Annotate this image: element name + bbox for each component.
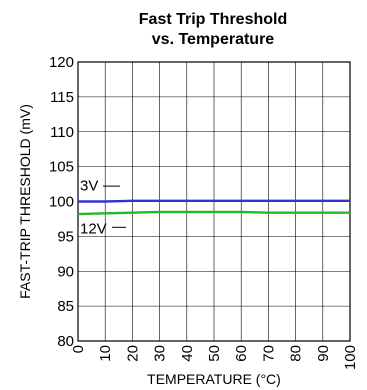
series-labels: 3V 12V bbox=[80, 177, 126, 238]
y-axis-title: FAST-TRIP THRESHOLD (mV) bbox=[17, 104, 33, 299]
x-axis-title: TEMPERATURE (°C) bbox=[147, 371, 281, 387]
series-line-12v bbox=[77, 210, 350, 216]
x-tick-label: 40 bbox=[179, 345, 196, 362]
x-axis-tick-labels: 0 10 20 30 40 50 60 70 80 90 100 bbox=[70, 345, 359, 370]
series-label-12v: 12V bbox=[80, 221, 107, 238]
x-tick-label: 50 bbox=[206, 345, 223, 362]
y-tick-label: 90 bbox=[57, 263, 74, 280]
x-tick-label: 80 bbox=[288, 345, 305, 362]
x-tick-label: 70 bbox=[260, 345, 277, 362]
x-tick-label: 30 bbox=[152, 345, 169, 362]
x-tick-label: 20 bbox=[124, 345, 141, 362]
y-tick-label: 100 bbox=[49, 194, 74, 211]
chart-title-line-2: vs. Temperature bbox=[151, 31, 275, 48]
x-tick-label: 90 bbox=[315, 345, 332, 362]
y-axis-tick-labels: 80 85 90 95 100 105 110 115 120 bbox=[49, 54, 74, 350]
series-line-3v bbox=[78, 199, 350, 203]
x-tick-label: 10 bbox=[97, 345, 114, 362]
y-tick-label: 95 bbox=[57, 228, 74, 245]
chart-title-line-1: Fast Trip Threshold bbox=[138, 11, 288, 28]
chart-title: Fast Trip Threshold vs. Temperature bbox=[78, 10, 348, 50]
x-tick-label: 0 bbox=[70, 345, 87, 353]
y-tick-label: 80 bbox=[57, 333, 74, 350]
x-tick-label: 100 bbox=[342, 345, 359, 370]
y-tick-label: 105 bbox=[49, 159, 74, 176]
series-label-3v: 3V bbox=[80, 177, 98, 194]
y-tick-label: 85 bbox=[57, 298, 74, 315]
y-tick-label: 110 bbox=[50, 124, 74, 141]
x-tick-label: 60 bbox=[233, 345, 250, 362]
y-tick-label: 115 bbox=[50, 89, 74, 106]
series-lines bbox=[77, 199, 350, 216]
y-tick-label: 120 bbox=[49, 54, 74, 71]
